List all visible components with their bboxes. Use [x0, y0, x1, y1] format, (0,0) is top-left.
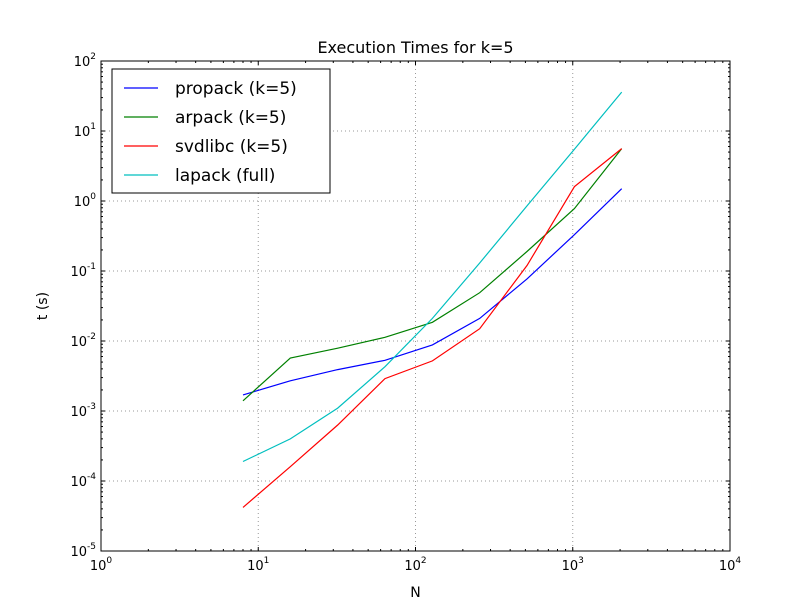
series-lines [242, 91, 623, 508]
chart-title: Execution Times for k=5 [317, 38, 513, 57]
legend-label-arpack: arpack (k=5) [175, 108, 286, 128]
x-tick-label: 102 [404, 556, 426, 574]
axis-ticks [100, 60, 731, 552]
legend-label-svdlibc: svdlibc (k=5) [175, 137, 288, 157]
y-tick-label: 10-5 [70, 542, 96, 560]
series-line-arpack [242, 148, 623, 402]
legend-label-lapack: lapack (full) [175, 166, 275, 186]
tick-labels: 100 101 102 103 104 10-5 10-4 10-3 10-2 10-1 100 10… [70, 52, 741, 574]
y-tick-label: 100 [74, 192, 97, 210]
y-tick-label: 10-1 [70, 262, 96, 280]
x-axis-title: N [410, 585, 420, 601]
legend-label-propack: propack (k=5) [175, 79, 297, 99]
x-tick-label: 104 [719, 556, 742, 574]
y-tick-label: 102 [74, 52, 96, 70]
y-tick-label: 101 [74, 122, 96, 140]
series-line-svdlibc [242, 148, 623, 508]
y-tick-label: 10-4 [70, 472, 96, 490]
y-axis-title: t (s) [35, 292, 51, 320]
legend-box [111, 68, 331, 194]
legend: propack (k=5) arpack (k=5) svdlibc (k=5) la… [111, 68, 331, 194]
series-line-propack [242, 188, 623, 396]
x-tick-label: 101 [247, 556, 269, 574]
y-tick-label: 10-3 [70, 402, 96, 420]
x-tick-label: 100 [90, 556, 113, 574]
x-tick-label: 103 [562, 556, 584, 574]
y-tick-label: 10-2 [70, 332, 96, 350]
series-line-lapack [242, 91, 623, 463]
